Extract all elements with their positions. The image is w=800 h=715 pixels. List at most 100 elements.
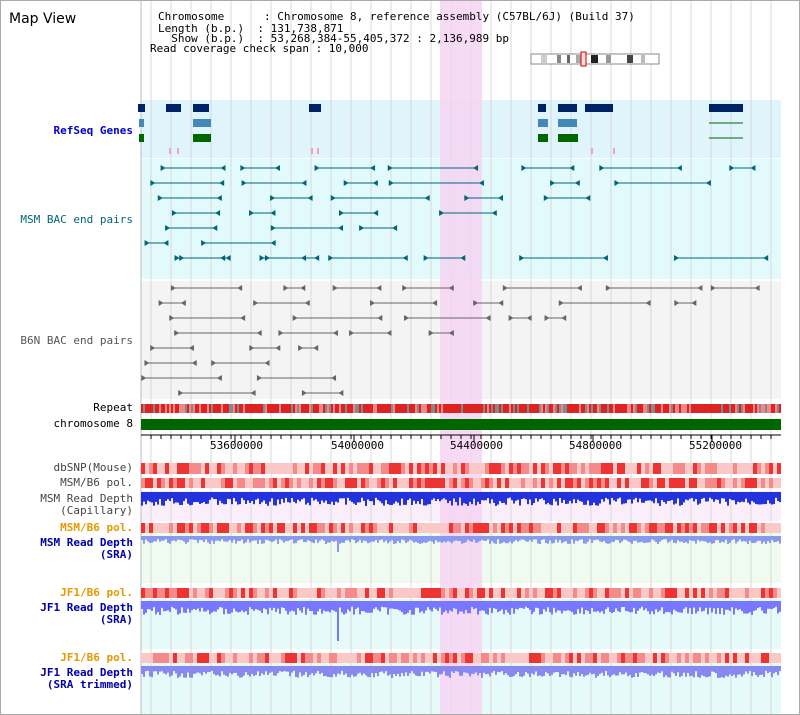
msm-depth-cap-bar <box>225 492 227 505</box>
msm-b6-pol-heat <box>593 478 597 488</box>
msm-depth-sra-bar <box>177 536 179 540</box>
dbsnp-heat <box>185 463 189 474</box>
jf1-b6-pol-heat <box>737 653 741 663</box>
repeat-bar <box>753 404 755 413</box>
msm-depth-cap-bar <box>489 492 491 504</box>
msm-b6-pol-heat <box>281 478 285 488</box>
msm-bac-pair-end <box>314 165 320 171</box>
dbsnp-heat <box>545 463 549 474</box>
msm-depth-sra-bar <box>609 536 611 544</box>
repeat-bar <box>705 404 707 413</box>
msm-depth-cap-bar <box>713 492 715 502</box>
jf1-depth-trim-bar <box>575 666 577 676</box>
dbsnp-heat <box>529 463 533 474</box>
jf1-depth-bar <box>649 601 651 615</box>
jf1-b6-pol-heat <box>145 653 149 663</box>
jf1-depth-trim-bar <box>713 666 715 672</box>
jf1-depth-trim-bar <box>267 666 269 675</box>
dbsnp-heat <box>569 463 573 474</box>
repeat-bar <box>309 404 311 413</box>
jf1-depth-bar <box>283 601 285 608</box>
jf1-b6-pol-heat <box>681 653 685 663</box>
jf1-depth-trim-bar <box>689 666 691 677</box>
jf1-b6-pol-heat <box>397 653 401 663</box>
ideogram-band <box>541 55 547 63</box>
msm-depth-sra-bar <box>601 536 603 543</box>
msm-depth-cap-bar <box>727 492 729 506</box>
repeat-bar <box>535 404 537 413</box>
jf1-depth-bar <box>707 601 709 615</box>
jf1-depth-bar <box>593 601 595 612</box>
msm-depth-sra-bar <box>543 536 545 540</box>
jf1-b6-pol-heat <box>605 653 609 663</box>
msm-bac-pair-end <box>241 180 247 186</box>
msm-b6-pol-heat <box>645 523 649 533</box>
repeat-bar <box>329 404 331 413</box>
msm-depth-cap-bar <box>297 492 299 500</box>
msm-depth-cap-bar <box>513 492 515 504</box>
msm-depth-sra-bar <box>541 536 543 540</box>
msm-depth-cap-bar <box>587 492 589 501</box>
msm-depth-cap-bar <box>231 492 233 505</box>
repeat-bar <box>531 404 533 413</box>
msm-b6-pol-heat <box>301 523 305 533</box>
jf1-depth-bar <box>143 601 145 615</box>
repeat-bar <box>479 404 481 413</box>
label-b6n-bac[interactable]: B6N BAC end pairs <box>20 334 133 347</box>
msm-b6-pol-heat <box>477 478 481 488</box>
msm-depth-sra-bar <box>485 536 487 541</box>
repeat-bar <box>157 404 159 413</box>
label-jf1-b6-pol-1: JF1/B6 pol. <box>60 586 133 599</box>
jf1-depth-trim-bar <box>209 666 211 672</box>
msm-depth-sra-bar <box>387 536 389 544</box>
msm-depth-sra-bar <box>769 536 771 544</box>
jf1-depth-bar <box>693 601 695 608</box>
jf1-depth-bar <box>515 601 517 609</box>
label-msm-bac[interactable]: MSM BAC end pairs <box>20 213 133 226</box>
repeat-bar <box>379 404 381 413</box>
repeat-bar <box>355 404 357 413</box>
dbsnp-heat <box>349 463 353 474</box>
msm-b6-pol-heat <box>761 523 765 533</box>
repeat-bar <box>673 404 675 413</box>
msm-depth-cap-bar <box>371 492 373 502</box>
msm-depth-sra-bar <box>165 536 167 540</box>
msm-b6-pol-heat <box>689 523 693 533</box>
label-refseq-genes[interactable]: RefSeq Genes <box>53 124 133 137</box>
jf1-depth-bar <box>423 601 425 614</box>
msm-depth-sra-bar <box>361 536 363 543</box>
jf1-depth-trim-bar <box>699 666 701 678</box>
jf1-b6-pol-heat <box>713 653 717 663</box>
jf1-b6-pol-heat <box>281 653 285 663</box>
msm-depth-sra-bar <box>251 536 253 542</box>
repeat-bar <box>533 404 535 413</box>
jf1-depth-bar <box>559 601 561 611</box>
msm-b6-pol-heat <box>329 478 333 488</box>
ideogram-band <box>576 55 581 63</box>
msm-depth-sra-bar <box>635 536 637 541</box>
msm-depth-sra-bar <box>303 536 305 543</box>
jf1-depth-bar <box>303 601 305 608</box>
jf1-b6-pol-heat <box>645 653 649 663</box>
msm-b6-pol-heat <box>337 523 341 533</box>
repeat-bar <box>601 404 603 413</box>
msm-b6-pol-heat <box>409 478 413 488</box>
jf1-depth-trim-bar <box>459 666 461 676</box>
msm-b6-pol-heat <box>393 523 397 533</box>
jf1-depth-bar <box>525 601 527 607</box>
msm-depth-cap-bar <box>519 492 521 506</box>
msm-depth-cap-bar <box>733 492 735 501</box>
msm-b6-pol-heat <box>277 523 281 533</box>
msm-depth-cap-bar <box>175 492 177 503</box>
msm-bac-pair-end <box>338 210 344 216</box>
repeat-bar <box>469 404 471 413</box>
repeat-bar <box>271 404 273 413</box>
repeat-bar <box>699 404 701 413</box>
jf1-depth-trim-bar <box>187 666 189 673</box>
repeat-bar <box>623 404 625 413</box>
msm-depth-sra-bar <box>771 536 773 541</box>
msm-depth-cap-bar <box>265 492 267 504</box>
msm-depth-cap-bar <box>671 492 673 500</box>
jf1-depth-trim-bar <box>665 666 667 676</box>
